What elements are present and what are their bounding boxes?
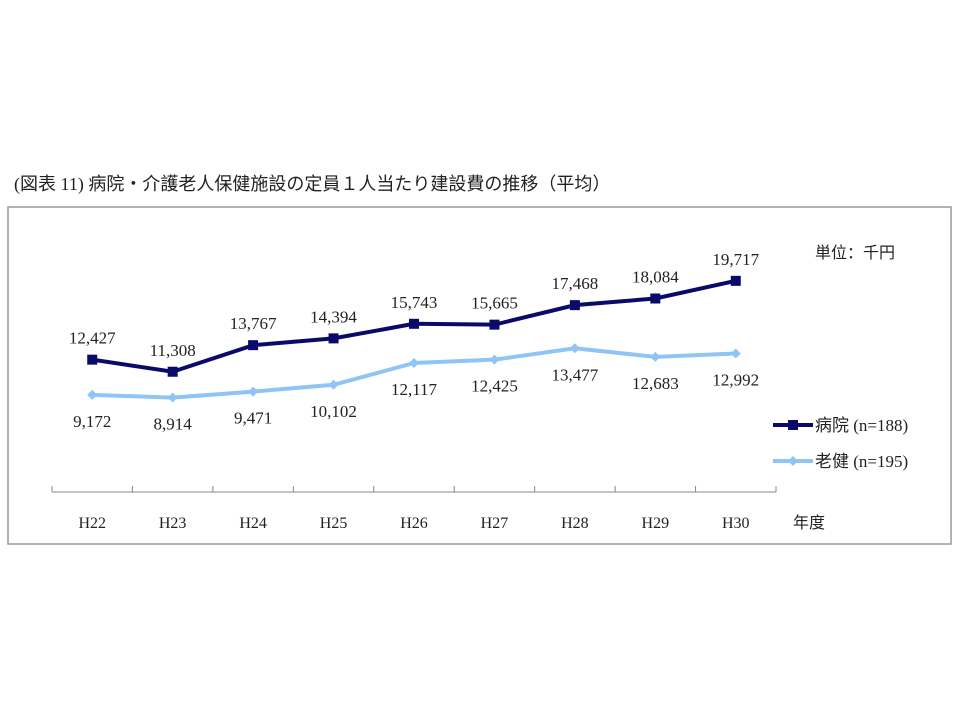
- data-point: [489, 354, 500, 365]
- x-tick-label: H23: [159, 515, 187, 532]
- data-point: [409, 358, 419, 369]
- x-axis: H22 H23 H24 H25 H26 H27 H28 H29 H30: [51, 486, 777, 532]
- legend-label: 老健 (n=195): [815, 452, 908, 471]
- data-point: [569, 343, 580, 354]
- data-label: 14,394: [310, 307, 357, 326]
- x-axis-label: 年度: [793, 514, 825, 532]
- data-label: 9,172: [73, 412, 111, 431]
- data-label: 19,717: [712, 250, 759, 269]
- data-point: [328, 379, 339, 390]
- unit-label: 単位：千円: [815, 244, 895, 262]
- data-point: [87, 389, 98, 400]
- data-point: [569, 300, 580, 311]
- data-label: 11,308: [150, 341, 196, 360]
- data-label: 17,468: [552, 274, 599, 293]
- x-tick-label: H28: [561, 515, 589, 532]
- data-point: [328, 333, 339, 344]
- data-point: [248, 386, 259, 397]
- data-point: [87, 354, 98, 365]
- data-point: [650, 351, 661, 362]
- x-tick-label: H29: [642, 515, 670, 532]
- data-point: [650, 293, 661, 304]
- data-point: [167, 392, 178, 403]
- chart-frame: [7, 206, 952, 545]
- legend: 病院 (n=188) 老健 (n=195): [773, 416, 908, 471]
- x-tick-label: H24: [239, 515, 267, 532]
- data-label: 8,914: [154, 415, 193, 434]
- data-point: [409, 318, 419, 329]
- data-label: 15,743: [391, 293, 438, 312]
- x-tick-label: H25: [320, 515, 348, 532]
- data-label: 9,471: [234, 409, 272, 428]
- data-label: 13,767: [230, 314, 277, 333]
- data-label: 12,427: [69, 329, 116, 348]
- x-tick-label: H27: [481, 515, 509, 532]
- chart-title: (図表 11) 病院・介護老人保健施設の定員１人当たり建設費の推移（平均）: [14, 174, 611, 194]
- legend-marker: [788, 456, 798, 466]
- data-point: [167, 366, 178, 377]
- x-tick-label: H30: [722, 515, 750, 532]
- data-point: [248, 340, 259, 351]
- data-label: 12,117: [391, 380, 438, 399]
- data-label: 18,084: [632, 267, 679, 286]
- data-label: 12,992: [712, 371, 759, 390]
- legend-marker: [788, 420, 798, 430]
- data-point: [489, 319, 500, 330]
- data-point: [730, 348, 741, 359]
- data-label: 15,665: [471, 294, 518, 313]
- data-label: 10,102: [310, 402, 357, 421]
- legend-label: 病院 (n=188): [815, 416, 908, 435]
- data-point: [730, 275, 741, 286]
- data-label: 12,683: [632, 374, 679, 393]
- data-label: 13,477: [552, 365, 599, 384]
- series-group: 12,427 11,308 13,767 14,394 15,743 15,665 17,4…: [69, 250, 760, 434]
- data-label: 12,425: [471, 377, 518, 396]
- x-tick-label: H22: [78, 515, 106, 532]
- x-tick-label: H26: [400, 515, 428, 532]
